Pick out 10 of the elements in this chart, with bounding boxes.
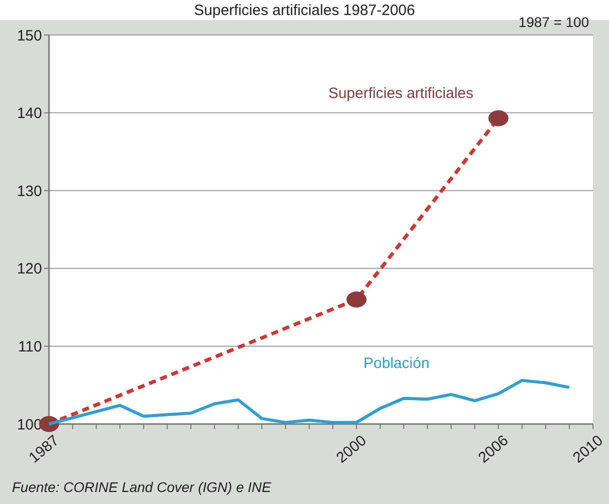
y-tick-label: 130 — [16, 182, 42, 200]
series-label: Población — [364, 355, 430, 372]
y-tick-label: 140 — [16, 105, 42, 122]
series-label: Superficies artificiales — [328, 85, 474, 102]
y-tick-label: 150 — [16, 27, 42, 44]
text: 1987 = 100 — [518, 14, 590, 30]
chart-title: Superficies artificiales 1987-2006 — [194, 2, 415, 19]
source-note: Fuente: CORINE Land Cover (IGN) e INE — [12, 479, 272, 495]
y-tick-label: 110 — [18, 338, 42, 356]
y-tick-label: 120 — [16, 260, 42, 278]
